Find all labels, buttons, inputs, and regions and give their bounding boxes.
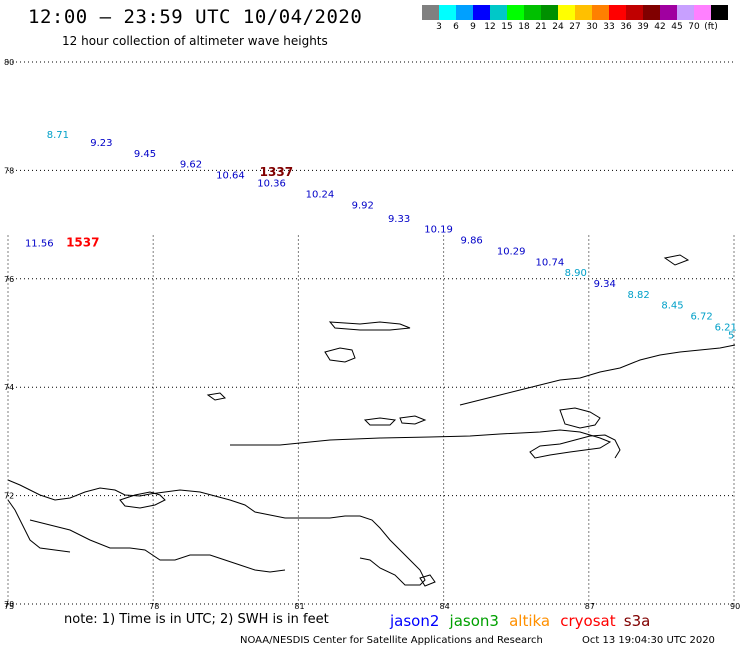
wave-height-label: 10.29 — [497, 246, 526, 257]
sat-cryosat: cryosat — [560, 612, 616, 630]
footer-source: NOAA/NESDIS Center for Satellite Applica… — [240, 635, 543, 646]
map-title: 12:00 – 23:59 UTC 10/04/2020 — [28, 6, 363, 28]
wave-height-label: 8.71 — [47, 130, 69, 141]
wave-height-label: 6.21 — [715, 322, 737, 333]
scale-label: 39 — [637, 22, 649, 32]
scale-label: 9 — [470, 22, 476, 32]
footer-timestamp: Oct 13 19:04:30 UTC 2020 — [582, 635, 715, 646]
graticule — [7, 61, 735, 605]
island-small-4 — [399, 415, 427, 425]
wave-height-label: 1337 — [260, 165, 293, 179]
wave-height-label: 9.45 — [134, 149, 156, 160]
scale-swatch — [660, 5, 677, 20]
wave-height-label: 10.74 — [536, 257, 565, 268]
scale-label: 6 — [453, 22, 459, 32]
scale-swatch — [524, 5, 541, 20]
sat-s3a: s3a — [623, 612, 651, 630]
scale-swatch — [677, 5, 694, 20]
scale-label: 15 — [501, 22, 513, 32]
scale-label: 27 — [569, 22, 581, 32]
sat-jason3: jason3 — [449, 612, 499, 630]
lat-tick-label: 80 — [4, 58, 14, 67]
coastline-bay — [119, 491, 166, 509]
coastline-east — [459, 344, 736, 406]
coastline-islands-east — [559, 407, 601, 429]
coastline-mainland — [230, 429, 621, 459]
lon-tick-label: 78 — [149, 602, 159, 611]
island-small-5 — [206, 392, 227, 401]
scale-swatch — [558, 5, 575, 20]
scale-swatch — [490, 5, 507, 20]
coastline-gulf — [29, 519, 286, 573]
wave-height-label: 9.92 — [352, 200, 374, 211]
wave-height-label: 8.45 — [661, 301, 683, 312]
scale-label: 24 — [552, 22, 564, 32]
scale-swatch — [439, 5, 456, 20]
scale-swatch — [592, 5, 609, 20]
wave-height-label: 10.19 — [424, 225, 453, 236]
scale-swatch — [575, 5, 592, 20]
scale-swatch — [507, 5, 524, 20]
lat-tick-label: 76 — [4, 275, 14, 284]
lat-tick-label: 72 — [4, 492, 14, 501]
scale-swatch — [643, 5, 660, 20]
scale-label: 21 — [535, 22, 547, 32]
wave-height-label: 11.56 — [25, 238, 54, 249]
scale-swatch — [473, 5, 490, 20]
axis-tick-labels: 70 72 74 76 78 80 75 78 81 84 87 90 — [4, 58, 740, 611]
scale-label: 18 — [518, 22, 530, 32]
scale-swatch — [626, 5, 643, 20]
sat-jason2: jason2 — [390, 612, 440, 630]
scale-swatch — [694, 5, 711, 20]
island-small-6 — [663, 254, 690, 266]
scale-swatch — [609, 5, 626, 20]
island-small-3 — [363, 417, 397, 426]
note-text: note: 1) Time is in UTC; 2) SWH is in fe… — [64, 612, 329, 627]
lon-tick-label: 90 — [730, 602, 740, 611]
scale-label: 3 — [436, 22, 442, 32]
lon-tick-label: 84 — [440, 602, 450, 611]
wave-height-label: 9.62 — [180, 160, 202, 171]
lat-tick-label: 74 — [4, 383, 14, 392]
scale-swatch — [456, 5, 473, 20]
scale-swatch — [541, 5, 558, 20]
scale-label: 30 — [586, 22, 598, 32]
wave-height-label: 9.86 — [461, 236, 483, 247]
wave-height-label: 10.24 — [306, 190, 335, 201]
scale-label: 42 — [654, 22, 666, 32]
scale-swatch — [711, 5, 728, 20]
scale-label: 36 — [620, 22, 632, 32]
scale-label: 12 — [484, 22, 496, 32]
island-small-2 — [328, 321, 411, 331]
scale-label: 70 — [688, 22, 700, 32]
island-small-1 — [324, 347, 356, 363]
scale-swatch — [422, 5, 439, 20]
map-subtitle: 12 hour collection of altimeter wave hei… — [62, 34, 328, 48]
scale-label: (ft) — [704, 22, 718, 32]
wave-height-label: 9.34 — [594, 279, 616, 290]
lat-tick-label: 70 — [4, 600, 14, 609]
wave-height-label: 1537 — [66, 235, 99, 249]
wave-height-label: 8.90 — [565, 268, 587, 279]
sat-altika: altika — [509, 612, 551, 630]
wave-height-label: 8.82 — [628, 290, 650, 301]
lat-tick-label: 78 — [4, 166, 14, 175]
lon-tick-label: 81 — [294, 602, 304, 611]
satellite-legend: jason2 jason3 altika cryosat s3a — [390, 612, 650, 630]
scale-label: 33 — [603, 22, 615, 32]
wave-height-label: 9.33 — [388, 214, 410, 225]
coastline — [7, 254, 736, 587]
coastline-south-shore — [7, 499, 71, 553]
wave-height-label: 9.23 — [90, 138, 112, 149]
scale-label: 45 — [671, 22, 683, 32]
wave-height-label: 10.36 — [257, 179, 286, 190]
island-small-7 — [419, 574, 436, 587]
lon-tick-label: 87 — [585, 602, 595, 611]
wave-height-label: 5 — [728, 330, 734, 341]
wave-height-label: 6.72 — [690, 311, 712, 322]
wave-height-label: 10.64 — [216, 171, 245, 182]
lon-tick-label: 75 — [4, 602, 14, 611]
